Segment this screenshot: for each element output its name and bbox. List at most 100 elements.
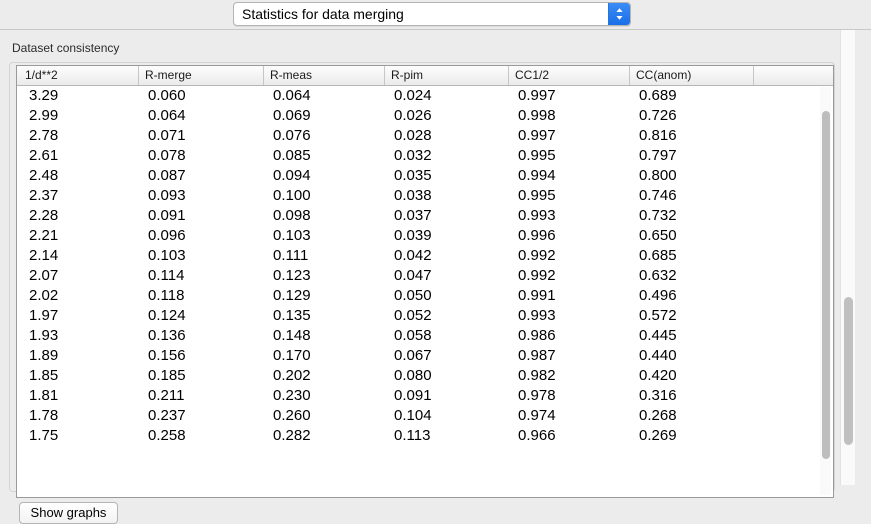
table-cell: 0.982 [518,367,556,384]
table-scrollbar-thumb[interactable] [822,111,830,459]
table-cell: 0.974 [518,407,556,424]
table-row[interactable]: 3.29 0.060 0.064 0.024 0.997 0.689 [17,86,833,106]
table-cell [753,106,817,126]
panel-content: Dataset consistency 1/d**2 R-merge R-meas R… [0,30,855,524]
table-column-header[interactable]: CC(anom) [629,66,753,85]
table-column-header[interactable]: R-pim [384,66,508,85]
table-cell: 0.052 [394,307,432,324]
table-cell: 0.650 [639,227,677,244]
table-cell: 0.042 [394,247,432,264]
table-row[interactable]: 2.21 0.096 0.103 0.039 0.996 0.650 [17,226,833,246]
table-cell: 0.996 [518,227,556,244]
table-row[interactable]: 1.93 0.136 0.148 0.058 0.986 0.445 [17,326,833,346]
table-cell: 2.48 [29,167,59,184]
table-column-header[interactable]: R-meas [263,66,384,85]
table-cell: 1.75 [29,427,59,444]
table-cell: 0.103 [148,247,186,264]
table-cell: 2.21 [29,227,59,244]
table-column-header[interactable]: CC1/2 [508,66,629,85]
table-row[interactable]: 2.48 0.087 0.094 0.035 0.994 0.800 [17,166,833,186]
table-row[interactable]: 2.07 0.114 0.123 0.047 0.992 0.632 [17,266,833,286]
table-cell: 0.091 [394,387,432,404]
table-row[interactable]: 2.78 0.071 0.076 0.028 0.997 0.816 [17,126,833,146]
table-row[interactable]: 1.97 0.124 0.135 0.052 0.993 0.572 [17,306,833,326]
table-cell: 0.282 [273,427,311,444]
table-row[interactable]: 1.78 0.237 0.260 0.104 0.974 0.268 [17,406,833,426]
table-cell: 0.572 [639,307,677,324]
statistics-popup-value: Statistics for data merging [242,6,404,22]
table-row[interactable]: 2.14 0.103 0.111 0.042 0.992 0.685 [17,246,833,266]
table-column-header[interactable] [753,66,817,85]
table-cell: 0.992 [518,267,556,284]
table-cell [753,246,817,266]
dataset-consistency-table[interactable]: 1/d**2 R-merge R-meas R-pim CC1/2 CC(anom) 3.… [16,65,834,498]
table-cell: 0.993 [518,207,556,224]
table-cell: 0.100 [273,187,311,204]
panel-vertical-scrollbar[interactable] [840,30,855,485]
table-cell: 0.258 [148,427,186,444]
table-cell [753,286,817,306]
table-cell [753,206,817,226]
table-cell: 0.269 [639,427,677,444]
table-cell: 0.998 [518,107,556,124]
table-cell: 0.136 [148,327,186,344]
table-cell: 0.093 [148,187,186,204]
chevron-up-down-icon[interactable] [608,3,630,25]
table-cell: 0.991 [518,287,556,304]
table-cell [753,166,817,186]
table-cell: 1.85 [29,367,59,384]
table-column-header[interactable]: 1/d**2 [25,68,58,82]
table-cell: 1.89 [29,347,59,364]
table-vertical-scrollbar[interactable] [820,87,831,495]
table-cell: 3.29 [29,87,59,104]
table-cell: 0.211 [148,387,185,404]
table-column-header[interactable]: R-merge [138,66,263,85]
table-row[interactable]: 2.02 0.118 0.129 0.050 0.991 0.496 [17,286,833,306]
table-cell: 0.997 [518,87,556,104]
table-cell: 0.496 [639,287,677,304]
table-cell: 0.050 [394,287,432,304]
table-cell: 0.035 [394,167,432,184]
statistics-panel: Dataset consistency 1/d**2 R-merge R-meas R… [0,29,871,524]
table-cell: 0.978 [518,387,556,404]
table-row[interactable]: 2.61 0.078 0.085 0.032 0.995 0.797 [17,146,833,166]
table-cell: 1.78 [29,407,59,424]
panel-scrollbar-thumb[interactable] [844,297,853,445]
table-cell: 0.816 [639,127,677,144]
table-cell: 0.689 [639,87,677,104]
table-cell: 0.440 [639,347,677,364]
table-cell: 0.091 [148,207,186,224]
table-cell: 0.103 [273,227,311,244]
table-cell [753,426,817,446]
table-cell: 0.994 [518,167,556,184]
show-graphs-button[interactable]: Show graphs [19,502,118,524]
table-cell: 0.064 [273,87,311,104]
table-row[interactable]: 1.75 0.258 0.282 0.113 0.966 0.269 [17,426,833,446]
table-cell: 0.071 [148,127,186,144]
table-body[interactable]: 3.29 0.060 0.064 0.024 0.997 0.689 2.99 0.064 0.… [17,86,833,496]
table-cell: 2.99 [29,107,59,124]
table-row[interactable]: 2.37 0.093 0.100 0.038 0.995 0.746 [17,186,833,206]
section-title-dataset-consistency: Dataset consistency [12,41,120,55]
table-cell: 0.026 [394,107,432,124]
table-cell: 2.07 [29,267,59,284]
table-cell: 0.037 [394,207,432,224]
table-cell: 0.080 [394,367,432,384]
table-cell: 0.732 [639,207,677,224]
table-row[interactable]: 2.99 0.064 0.069 0.026 0.998 0.726 [17,106,833,126]
table-row[interactable]: 2.28 0.091 0.098 0.037 0.993 0.732 [17,206,833,226]
table-row[interactable]: 1.85 0.185 0.202 0.080 0.982 0.420 [17,366,833,386]
table-cell: 0.995 [518,147,556,164]
table-cell: 0.726 [639,107,677,124]
table-cell: 2.78 [29,127,59,144]
table-cell [753,306,817,326]
table-cell: 0.148 [273,327,311,344]
table-cell: 1.93 [29,327,59,344]
table-cell [753,146,817,166]
table-cell: 0.078 [148,147,186,164]
statistics-popup-button[interactable]: Statistics for data merging [233,2,631,26]
table-cell: 0.094 [273,167,311,184]
table-row[interactable]: 1.89 0.156 0.170 0.067 0.987 0.440 [17,346,833,366]
table-row[interactable]: 1.81 0.211 0.230 0.091 0.978 0.316 [17,386,833,406]
